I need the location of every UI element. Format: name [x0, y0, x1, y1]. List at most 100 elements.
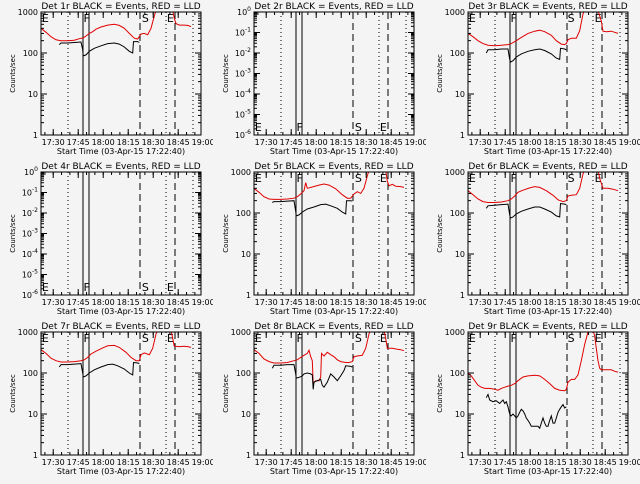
- xtick-label: 17:45: [493, 138, 516, 147]
- xtick-label: 17:45: [280, 298, 303, 307]
- xtick-label: 18:00: [92, 298, 115, 307]
- xtick-label: 18:00: [305, 138, 328, 147]
- ytick-label: 10-6: [235, 129, 251, 140]
- plot-frame: [253, 331, 415, 456]
- xtick-label: 18:15: [117, 458, 140, 467]
- phase-letter-E: E: [468, 12, 475, 25]
- xtick-label: 18:15: [330, 298, 353, 307]
- chart-title: Det 9r BLACK = Events, RED = LLD: [468, 322, 627, 332]
- phase-letter-E: E: [468, 172, 475, 185]
- xtick-label: 18:00: [518, 298, 541, 307]
- series-lld-line: [172, 12, 192, 28]
- ytick-label: 1: [246, 451, 251, 460]
- phase-letter-E: E: [594, 332, 601, 345]
- panel-det-6r: Det 6r BLACK = Events, RED = LLD E F S E 1 10 1…: [427, 160, 640, 320]
- chart-title: Det 8r BLACK = Events, RED = LLD: [255, 322, 414, 332]
- xtick-label: 17:30: [468, 458, 491, 467]
- ytick-label: 10-2: [235, 47, 251, 58]
- xtick-label: 19:00: [192, 458, 213, 467]
- x-axis-label: Start Time (03-Apr-15 17:22:40): [57, 307, 185, 316]
- ytick-label: 10-5: [235, 109, 251, 120]
- chart-title: Det 6r BLACK = Events, RED = LLD: [468, 162, 627, 172]
- xtick-label: 19:00: [618, 138, 639, 147]
- xtick-label: 18:45: [593, 138, 616, 147]
- ytick-label: 100: [236, 209, 251, 218]
- xtick-label: 18:00: [518, 138, 541, 147]
- ytick-label: 1000: [231, 168, 251, 177]
- phase-letter-E: E: [594, 172, 601, 185]
- ytick-label: 10: [241, 250, 251, 259]
- phase-letter-S: S: [142, 332, 149, 345]
- phase-letter-E: E: [167, 281, 174, 294]
- phase-letter-E: E: [42, 332, 49, 345]
- xtick-label: 18:00: [92, 458, 115, 467]
- chart-title: Det 7r BLACK = Events, RED = LLD: [41, 322, 200, 332]
- series-events-line: [485, 47, 567, 63]
- phase-letter-E: E: [468, 332, 475, 345]
- phase-letter-S: S: [142, 12, 149, 25]
- ytick-label: 1: [460, 291, 465, 300]
- phase-letter-E: E: [167, 332, 174, 345]
- x-axis-label: Start Time (03-Apr-15 17:22:40): [484, 147, 612, 156]
- series-lld-line: [254, 172, 370, 200]
- xtick-label: 19:00: [618, 458, 639, 467]
- phase-letter-F: F: [510, 332, 516, 345]
- xtick-label: 18:15: [543, 458, 566, 467]
- xtick-label: 17:30: [255, 458, 278, 467]
- ytick-label: 1000: [444, 8, 464, 17]
- y-axis-label: Counts/sec: [222, 374, 230, 413]
- series-lld-line: [170, 332, 192, 348]
- series-events-line: [58, 41, 140, 57]
- ytick-label: 1: [246, 291, 251, 300]
- xtick-label: 17:45: [67, 138, 90, 147]
- phase-letter-S: S: [355, 332, 362, 345]
- y-axis-label: Counts/sec: [436, 54, 444, 93]
- series-lld-line: [41, 12, 157, 42]
- ytick-label: 10: [241, 410, 251, 419]
- ytick-label: 10-4: [22, 248, 38, 259]
- series-events-line: [272, 364, 353, 390]
- xtick-label: 18:45: [167, 138, 190, 147]
- phase-letter-E: E: [255, 172, 262, 185]
- phase-letter-F: F: [297, 332, 303, 345]
- xtick-label: 17:45: [493, 298, 516, 307]
- phase-letter-E: E: [380, 172, 387, 185]
- xtick-label: 18:30: [568, 298, 591, 307]
- xtick-label: 18:45: [380, 458, 403, 467]
- panel-det-3r: Det 3r BLACK = Events, RED = LLD E F S E 1 10 1…: [427, 0, 640, 160]
- phase-letter-S: S: [567, 12, 574, 25]
- series-lld-line: [467, 12, 585, 47]
- x-axis-label: Start Time (03-Apr-15 17:22:40): [270, 147, 398, 156]
- ytick-label: 100: [449, 49, 464, 58]
- chart-title: Det 4r BLACK = Events, RED = LLD: [41, 162, 200, 172]
- series-events-line: [272, 200, 353, 217]
- xtick-label: 17:30: [42, 458, 65, 467]
- chart-svg: Det 4r BLACK = Events, RED = LLD E F S E 100 1…: [9, 162, 215, 316]
- series-events-line: [485, 393, 567, 430]
- y-axis-label: Counts/sec: [436, 374, 444, 413]
- xtick-label: 17:30: [255, 298, 278, 307]
- xtick-label: 17:45: [280, 458, 303, 467]
- xtick-label: 17:45: [493, 458, 516, 467]
- xtick-label: 18:00: [305, 458, 328, 467]
- phase-letter-E: E: [42, 281, 49, 294]
- xtick-label: 18:45: [380, 138, 403, 147]
- panel-det-1r: Det 1r BLACK = Events, RED = LLD E F S E 1 10 1…: [0, 0, 215, 160]
- plot-frame: [467, 171, 629, 296]
- xtick-label: 17:45: [280, 138, 303, 147]
- xtick-label: 18:15: [117, 298, 140, 307]
- ytick-label: 1: [460, 451, 465, 460]
- xtick-label: 18:45: [167, 298, 190, 307]
- xtick-label: 18:30: [568, 138, 591, 147]
- plot-frame: [40, 171, 202, 296]
- phase-letter-E: E: [380, 121, 387, 134]
- xtick-label: 18:00: [92, 138, 115, 147]
- y-axis-label: Counts/sec: [436, 214, 444, 253]
- ytick-label: 1: [33, 131, 38, 140]
- ytick-label: 10-5: [22, 269, 38, 280]
- xtick-label: 17:30: [468, 298, 491, 307]
- chart-title: Det 2r BLACK = Events, RED = LLD: [255, 2, 414, 12]
